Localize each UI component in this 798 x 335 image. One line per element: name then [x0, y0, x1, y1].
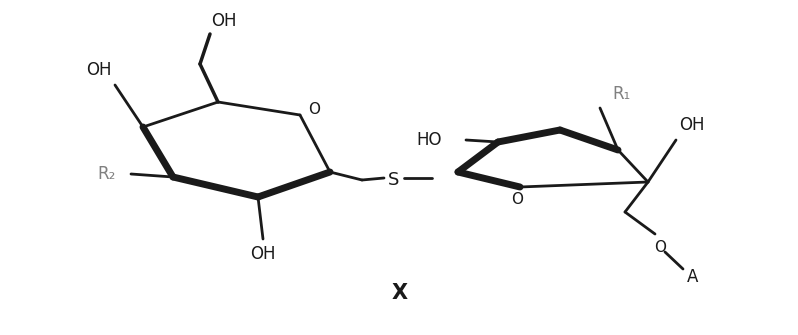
Text: R₂: R₂ — [98, 165, 117, 183]
Text: OH: OH — [211, 12, 237, 30]
Text: OH: OH — [251, 245, 276, 263]
Text: OH: OH — [679, 116, 705, 134]
Text: R₁: R₁ — [613, 85, 631, 103]
Text: S: S — [389, 171, 400, 189]
Text: O: O — [511, 193, 523, 207]
Text: O: O — [654, 240, 666, 255]
Text: A: A — [687, 268, 699, 286]
Text: X: X — [392, 283, 408, 303]
Text: O: O — [308, 102, 320, 117]
Text: OH: OH — [86, 61, 112, 79]
Text: HO: HO — [417, 131, 442, 149]
